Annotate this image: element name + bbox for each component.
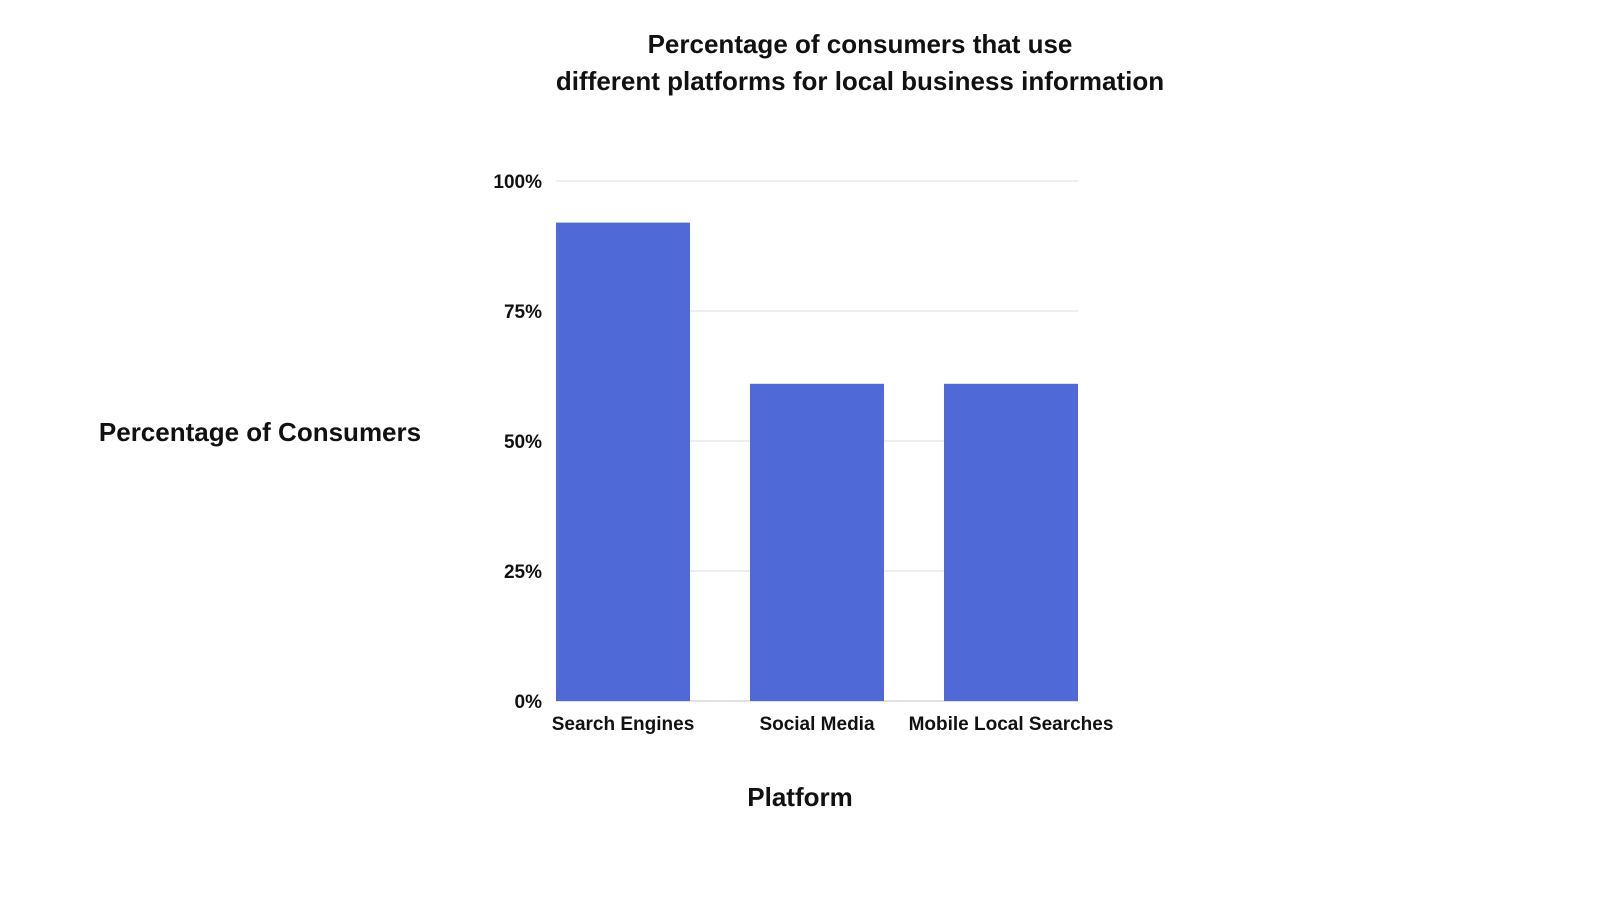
y-axis-ticks: 0% 25% 50% 75% 100% [493, 172, 542, 713]
x-category-label: Social Media [759, 714, 875, 735]
y-tick-label: 25% [504, 562, 542, 583]
y-tick-label: 50% [504, 432, 542, 453]
y-tick-label: 100% [493, 172, 542, 193]
x-category-label: Search Engines [552, 714, 695, 735]
chart-title-line-1: Percentage of consumers that use [647, 29, 1073, 59]
bar-social-media [750, 383, 884, 701]
bar-search-engines [556, 222, 690, 701]
bar-mobile-local-searches [944, 383, 1078, 701]
x-axis-categories: Search Engines Social Media Mobile Local S… [552, 714, 1114, 735]
chart-title: Percentage of consumers that use differe… [0, 26, 1600, 100]
y-tick-label: 0% [515, 692, 543, 713]
y-tick-label: 75% [504, 302, 542, 323]
x-category-label: Mobile Local Searches [909, 714, 1114, 735]
x-axis-title: Platform [747, 782, 853, 812]
y-axis-title: Percentage of Consumers [98, 417, 422, 447]
bars [556, 222, 1078, 701]
chart-title-line-2: different platforms for local business i… [555, 66, 1165, 96]
